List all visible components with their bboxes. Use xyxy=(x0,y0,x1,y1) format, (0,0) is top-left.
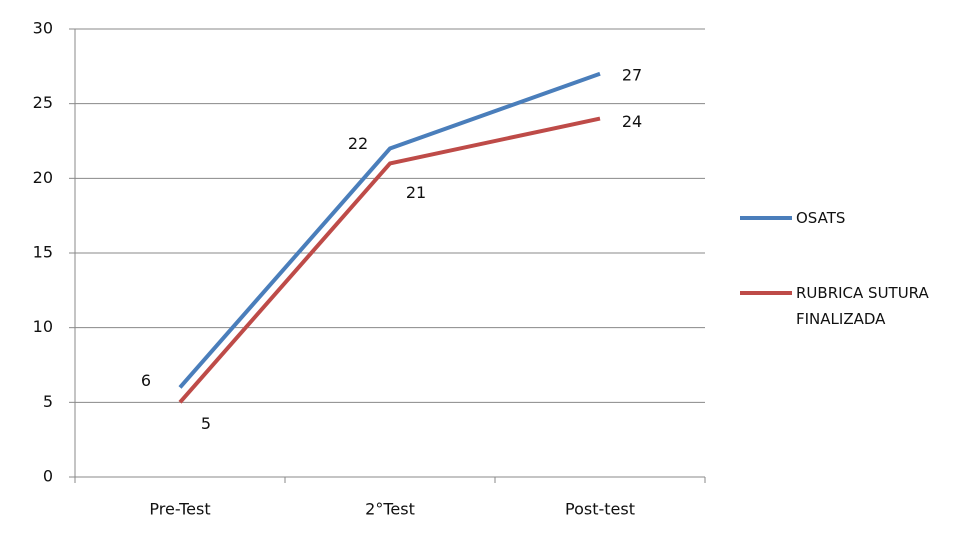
x-tick-label: Post-test xyxy=(565,500,635,519)
data-label: 27 xyxy=(622,65,642,84)
y-tick-label: 15 xyxy=(33,243,53,262)
y-tick-label: 25 xyxy=(33,93,53,112)
data-label: 6 xyxy=(141,371,151,390)
data-label: 5 xyxy=(201,414,211,433)
y-tick-label: 30 xyxy=(33,19,53,38)
line xyxy=(178,116,601,404)
data-label: 22 xyxy=(348,134,368,153)
y-tick-label: 5 xyxy=(43,392,53,411)
data-label: 21 xyxy=(406,183,426,202)
y-tick-label: 0 xyxy=(43,467,53,486)
line xyxy=(178,71,601,389)
x-tick-label: 2°Test xyxy=(365,500,415,519)
x-tick-label: Pre-Test xyxy=(149,500,210,519)
y-tick-label: 10 xyxy=(33,317,53,336)
data-label: 24 xyxy=(622,112,642,131)
y-tick-label: 20 xyxy=(33,168,53,187)
legend-label: OSATS xyxy=(796,209,846,227)
legend-label: RUBRICA SUTURA FINALIZADA xyxy=(796,284,929,328)
